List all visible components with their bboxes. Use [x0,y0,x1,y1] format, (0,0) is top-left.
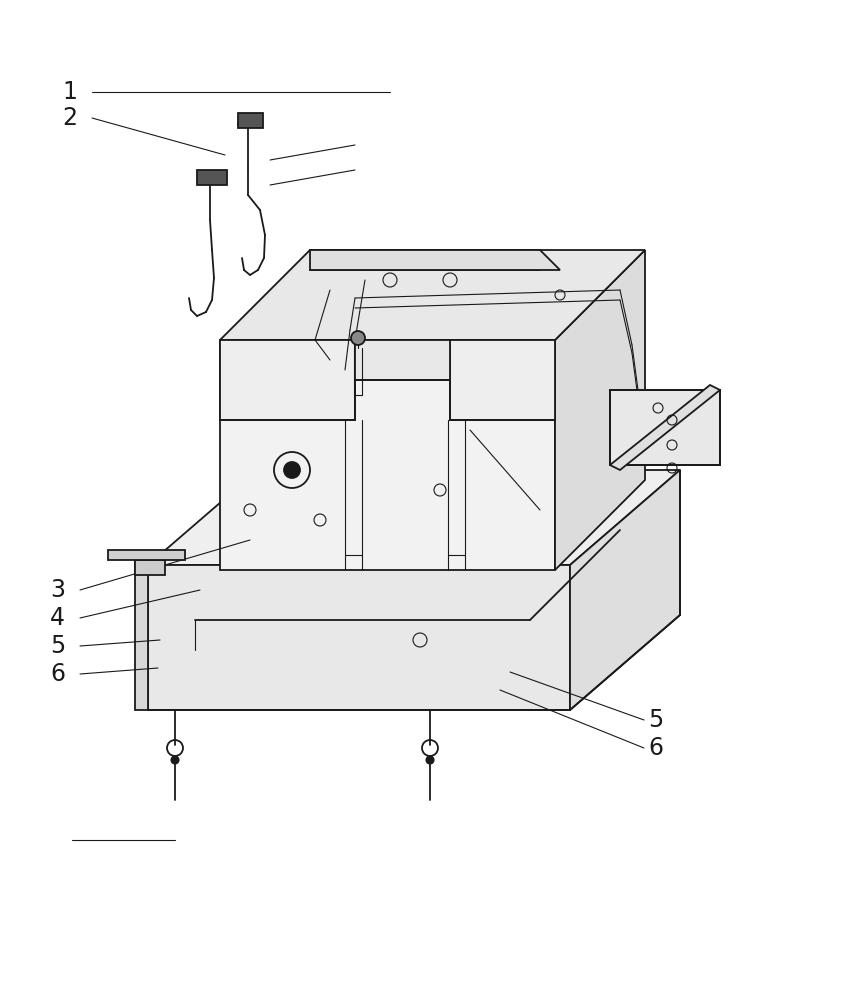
Text: 6: 6 [50,662,65,686]
Polygon shape [108,550,185,560]
Circle shape [351,331,365,345]
Text: 4: 4 [50,606,65,630]
Text: 1: 1 [62,80,77,104]
Polygon shape [555,250,645,570]
Polygon shape [450,340,555,420]
Text: 6: 6 [648,736,663,760]
Circle shape [171,756,179,764]
Polygon shape [197,170,227,185]
Polygon shape [220,250,645,340]
Polygon shape [570,470,680,710]
Circle shape [426,756,434,764]
Polygon shape [135,560,148,710]
Polygon shape [355,340,450,380]
Polygon shape [610,390,720,465]
Polygon shape [220,340,555,570]
Polygon shape [148,470,680,565]
Polygon shape [310,250,560,270]
Text: 2: 2 [62,106,77,130]
Polygon shape [610,385,720,470]
Polygon shape [135,560,165,575]
Circle shape [284,462,300,478]
Polygon shape [148,565,570,710]
Text: 3: 3 [50,578,65,602]
Text: 5: 5 [50,634,65,658]
Text: 5: 5 [648,708,663,732]
Polygon shape [220,340,355,420]
Polygon shape [238,113,263,128]
